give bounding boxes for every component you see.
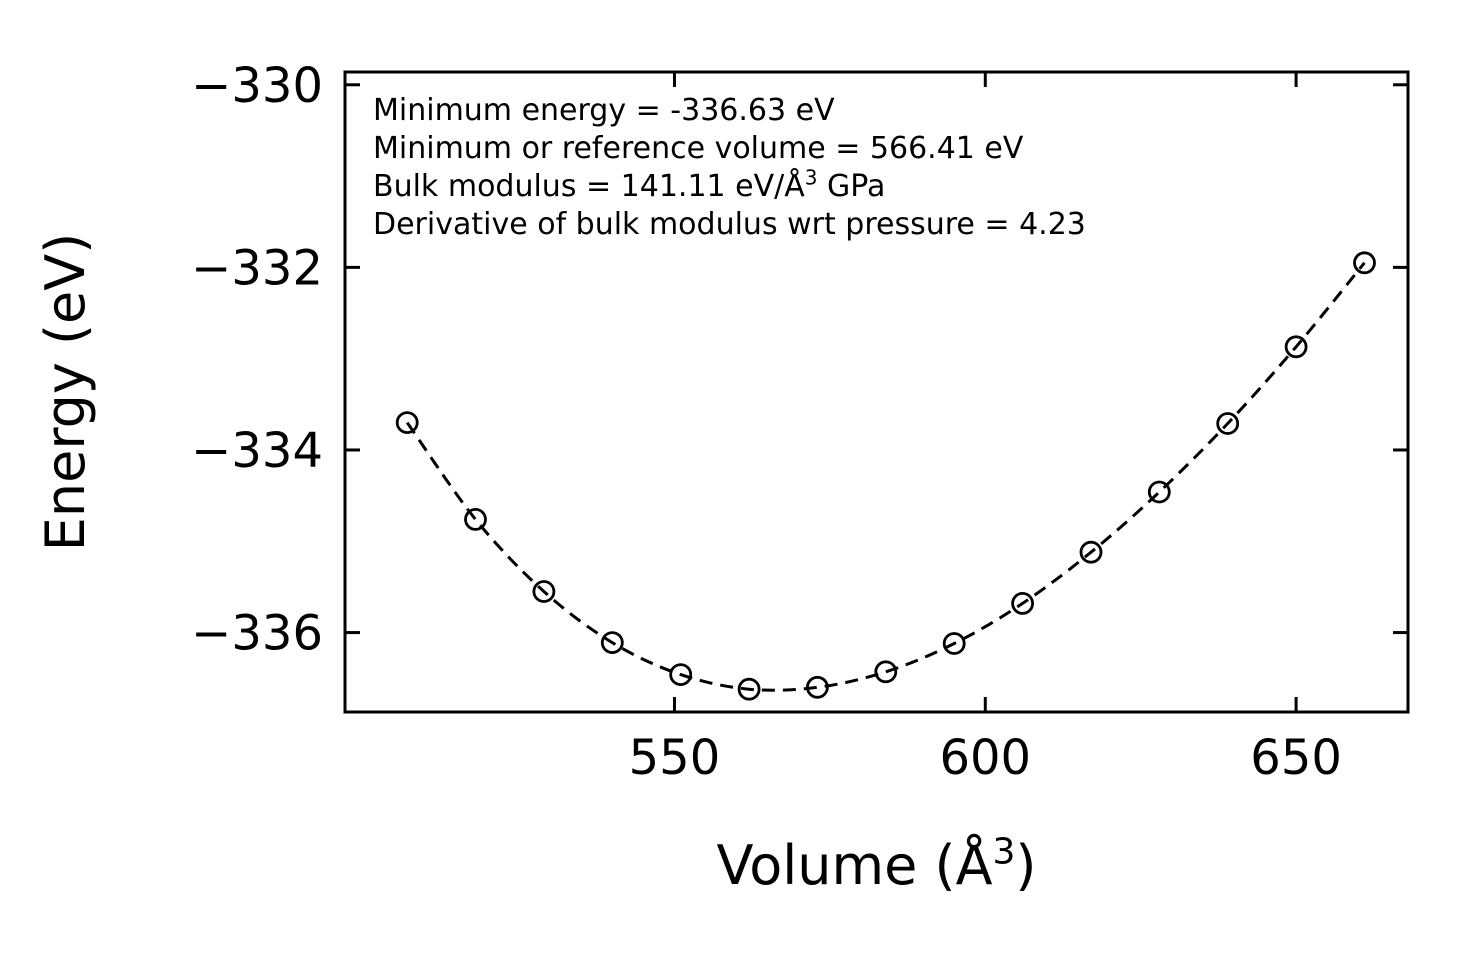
data-point — [1079, 540, 1103, 564]
data-point — [1353, 251, 1376, 275]
data-point — [806, 675, 829, 699]
fit-line — [405, 261, 1366, 692]
y-tick-label: −332 — [191, 240, 323, 296]
data-point — [600, 631, 624, 654]
y-tick-label: −330 — [191, 58, 323, 114]
data-point — [1284, 335, 1308, 359]
data-point — [669, 663, 693, 686]
data-point — [532, 580, 556, 603]
data-point — [737, 677, 761, 701]
data-point — [874, 660, 898, 684]
y-tick-label: −334 — [191, 423, 323, 479]
x-axis-label: Volume (Å3) — [717, 831, 1037, 897]
plot-frame — [343, 70, 1410, 714]
annotation-line: Bulk modulus = 141.11 eV/Å3 GPa — [373, 166, 885, 204]
annotation-line: Derivative of bulk modulus wrt pressure … — [373, 207, 1086, 242]
x-tick-label: 650 — [1250, 730, 1342, 786]
annotation-line: Minimum or reference volume = 566.41 eV — [373, 131, 1024, 166]
y-axis-label: Energy (eV) — [34, 233, 97, 552]
annotation-line: Minimum energy = -336.63 eV — [373, 93, 835, 128]
data-point — [1011, 592, 1034, 615]
data-point — [942, 632, 966, 655]
data-point — [464, 508, 487, 531]
data-point — [1216, 412, 1240, 435]
y-tick-label: −336 — [191, 606, 323, 662]
x-tick-label: 550 — [629, 730, 721, 786]
data-point — [1147, 480, 1171, 504]
x-tick-label: 600 — [939, 730, 1031, 786]
data-point — [395, 411, 419, 435]
